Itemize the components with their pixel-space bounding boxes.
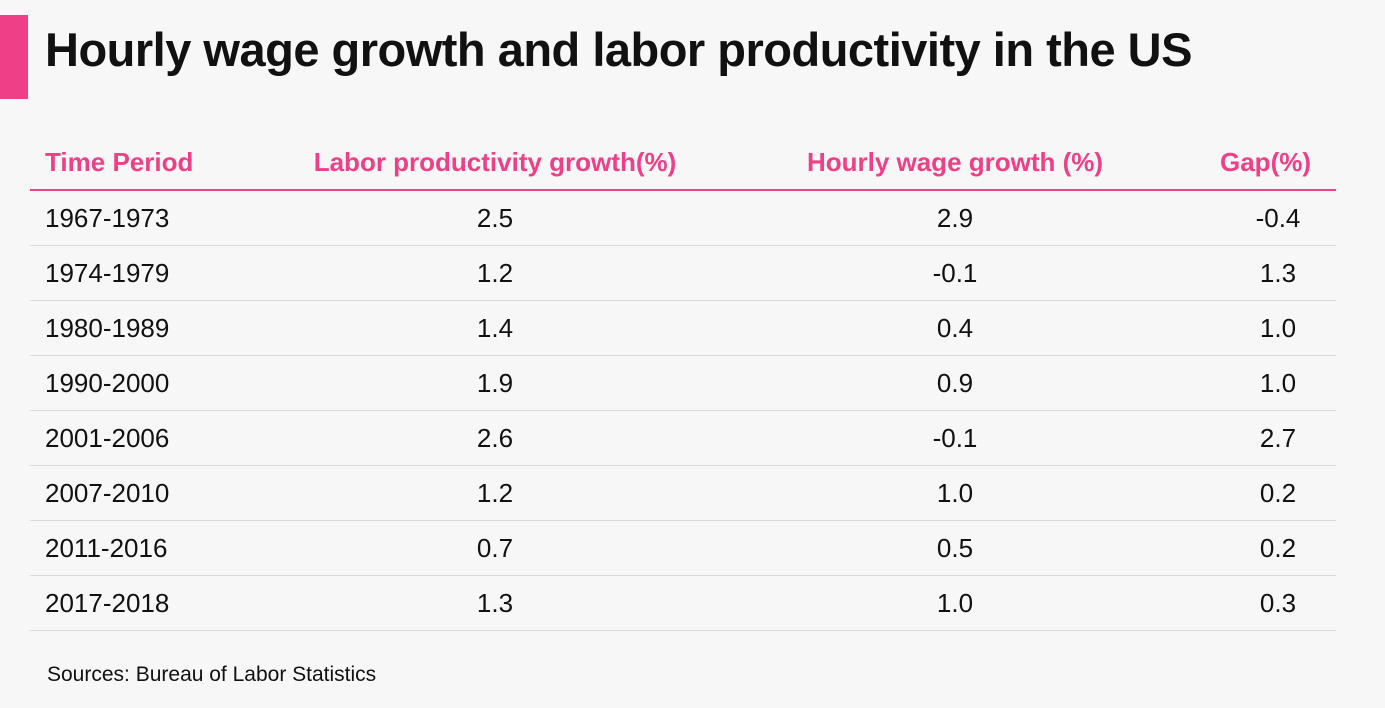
time-period-cell: 2001-2006 — [30, 410, 300, 466]
labor-productivity-cell: 1.2 — [300, 245, 690, 301]
column-header-labor-productivity: Labor productivity growth(%) — [300, 135, 690, 191]
time-period-cell: 2017-2018 — [30, 575, 300, 631]
hourly-wage-cell: 1.0 — [690, 575, 1220, 631]
accent-bar — [0, 15, 28, 99]
labor-productivity-cell: 2.6 — [300, 410, 690, 466]
gap-cell: 1.0 — [1220, 300, 1336, 356]
labor-productivity-cell: 1.3 — [300, 575, 690, 631]
time-period-cell: 1974-1979 — [30, 245, 300, 301]
data-table: Time Period Labor productivity growth(%)… — [30, 135, 1336, 631]
hourly-wage-cell: 2.9 — [690, 190, 1220, 246]
hourly-wage-cell: -0.1 — [690, 410, 1220, 466]
source-note: Sources: Bureau of Labor Statistics — [47, 663, 377, 686]
gap-cell: 1.0 — [1220, 355, 1336, 411]
time-period-cell: 1980-1989 — [30, 300, 300, 356]
table-row: 2017-2018 1.3 1.0 0.3 — [30, 575, 1336, 631]
table-row: 1967-1973 2.5 2.9 -0.4 — [30, 190, 1336, 246]
table-body: 1967-1973 2.5 2.9 -0.4 1974-1979 1.2 -0.1 1.3 19… — [30, 190, 1336, 631]
hourly-wage-cell: 0.9 — [690, 355, 1220, 411]
header-row: Time Period Labor productivity growth(%)… — [30, 135, 1336, 191]
chart-title: Hourly wage growth and labor productivit… — [45, 23, 1192, 76]
labor-productivity-cell: 1.4 — [300, 300, 690, 356]
hourly-wage-cell: 0.5 — [690, 520, 1220, 576]
gap-cell: 0.2 — [1220, 520, 1336, 576]
table-row: 1974-1979 1.2 -0.1 1.3 — [30, 245, 1336, 301]
gap-cell: 0.3 — [1220, 575, 1336, 631]
hourly-wage-cell: 0.4 — [690, 300, 1220, 356]
labor-productivity-cell: 0.7 — [300, 520, 690, 576]
column-header-hourly-wage: Hourly wage growth (%) — [690, 135, 1220, 191]
table-row: 1990-2000 1.9 0.9 1.0 — [30, 355, 1336, 411]
table-row: 2011-2016 0.7 0.5 0.2 — [30, 520, 1336, 576]
labor-productivity-cell: 1.2 — [300, 465, 690, 521]
time-period-cell: 1967-1973 — [30, 190, 300, 246]
gap-cell: 0.2 — [1220, 465, 1336, 521]
time-period-cell: 1990-2000 — [30, 355, 300, 411]
time-period-cell: 2007-2010 — [30, 465, 300, 521]
hourly-wage-cell: 1.0 — [690, 465, 1220, 521]
gap-cell: 2.7 — [1220, 410, 1336, 466]
gap-cell: 1.3 — [1220, 245, 1336, 301]
gap-cell: -0.4 — [1220, 190, 1336, 246]
column-header-gap: Gap(%) — [1220, 135, 1336, 191]
labor-productivity-cell: 2.5 — [300, 190, 690, 246]
time-period-cell: 2011-2016 — [30, 520, 300, 576]
table-row: 2001-2006 2.6 -0.1 2.7 — [30, 410, 1336, 466]
labor-productivity-cell: 1.9 — [300, 355, 690, 411]
table-row: 2007-2010 1.2 1.0 0.2 — [30, 465, 1336, 521]
hourly-wage-cell: -0.1 — [690, 245, 1220, 301]
column-header-time-period: Time Period — [30, 135, 300, 191]
table-row: 1980-1989 1.4 0.4 1.0 — [30, 300, 1336, 356]
